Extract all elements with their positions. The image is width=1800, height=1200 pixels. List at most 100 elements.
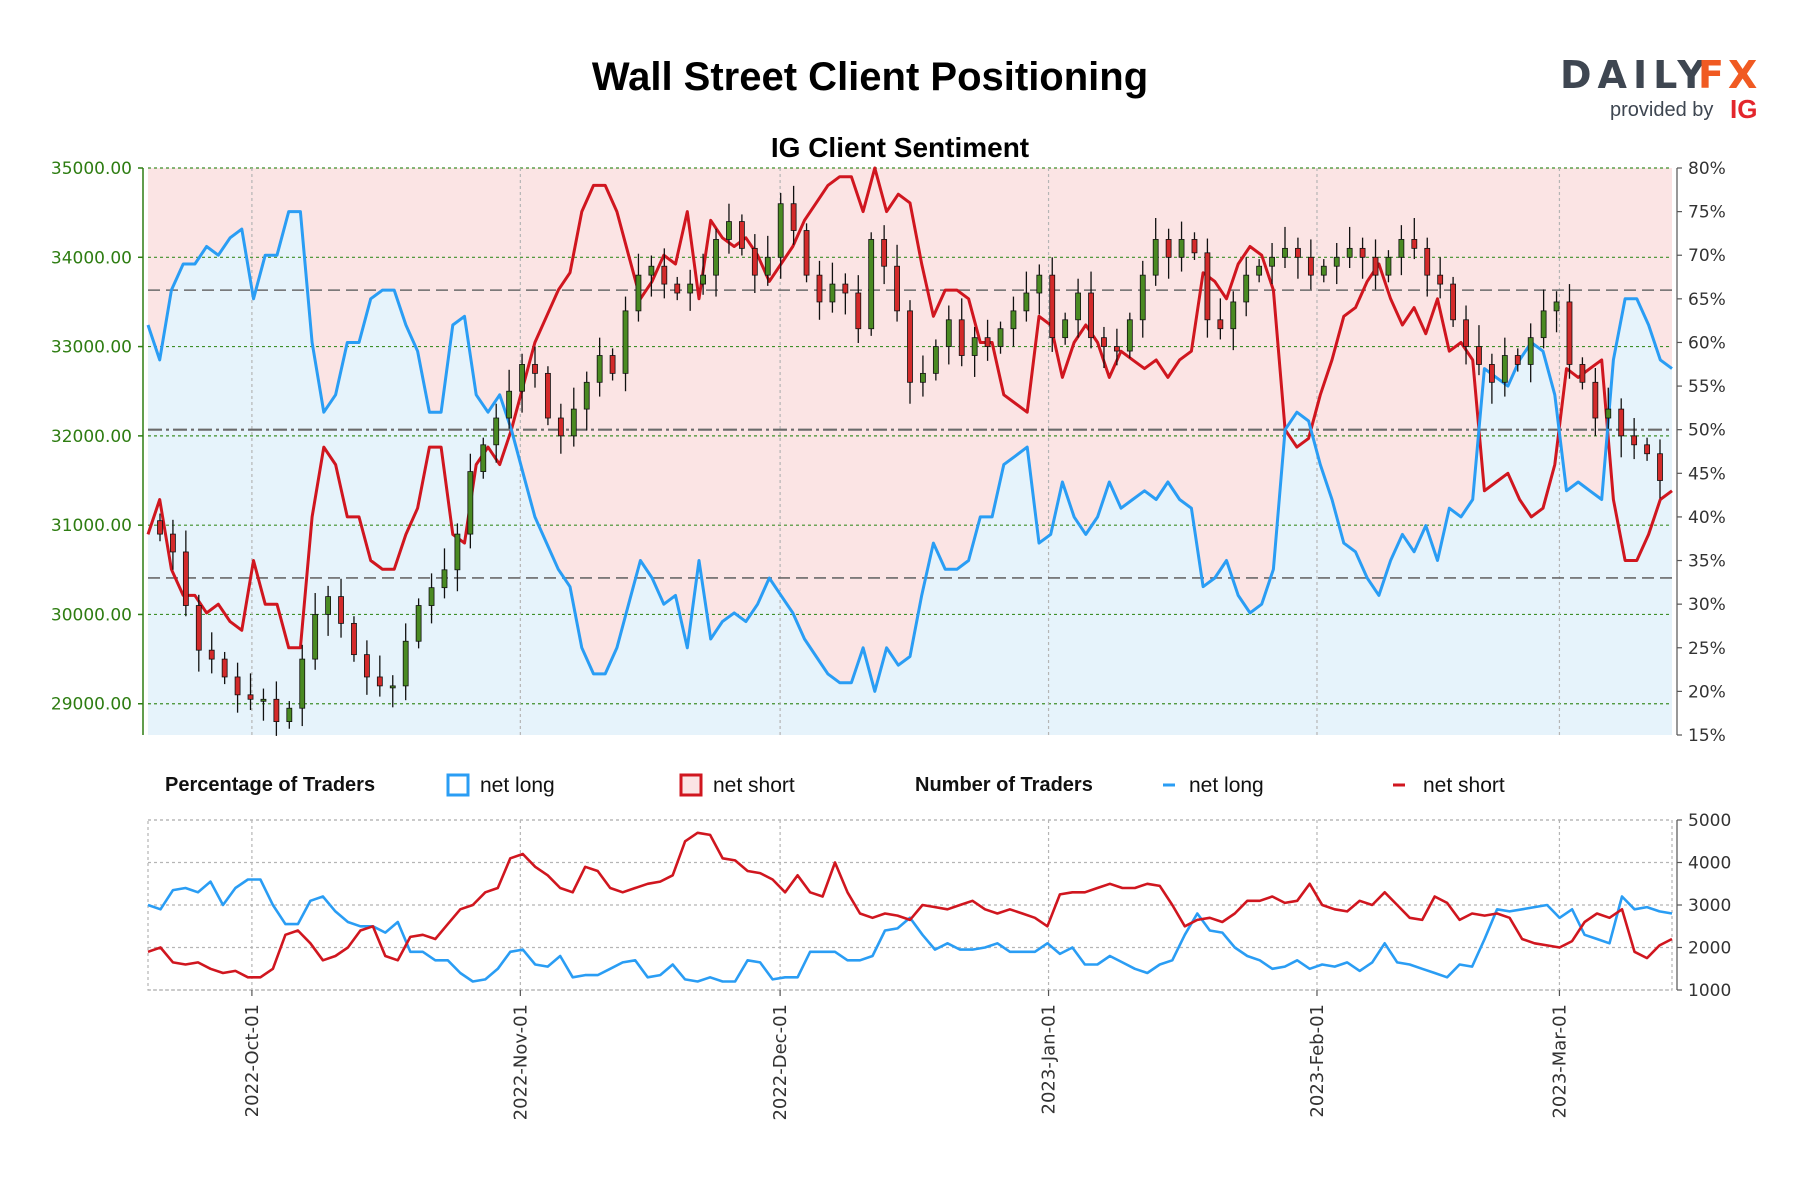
logo-ig: IG: [1730, 94, 1757, 124]
price-candle: [1437, 257, 1444, 299]
price-candle: [1566, 284, 1573, 379]
price-candle: [247, 673, 254, 710]
price-candle: [622, 296, 629, 392]
price-candle: [868, 232, 875, 336]
price-candle: [299, 644, 306, 727]
candle-body: [1437, 274, 1444, 285]
candle-body: [661, 265, 668, 285]
price-candle: [738, 214, 745, 256]
candle-body: [325, 596, 332, 615]
price-candle: [1579, 357, 1586, 390]
candle-body: [1463, 319, 1469, 347]
traders-plot-grid: [147, 819, 1673, 991]
price-candle: [519, 353, 525, 413]
logo-brand-daily: DAILY: [1560, 53, 1711, 97]
price-candle: [1010, 296, 1017, 347]
price-candle: [1307, 239, 1314, 290]
price-tick-label: 32000.00: [51, 427, 132, 447]
candle-body: [1514, 355, 1521, 365]
candle-body: [363, 654, 370, 678]
price-candle: [1333, 243, 1340, 285]
price-candle: [1618, 398, 1625, 458]
candle-body: [1230, 301, 1237, 330]
pct-tick-label: 20%: [1688, 682, 1726, 702]
price-candle: [1269, 243, 1275, 285]
price-candle: [454, 523, 461, 592]
price-candle: [402, 623, 409, 701]
candle-body: [648, 265, 655, 276]
legend-pct-net-short-swatch: [679, 773, 703, 797]
legend-pct-net-long-swatch: [446, 773, 470, 797]
candle-body: [958, 319, 965, 356]
candle-body: [1579, 364, 1586, 383]
candle-body: [1178, 239, 1185, 258]
candle-body: [803, 230, 810, 276]
candle-body: [376, 676, 383, 687]
price-candle: [1398, 225, 1405, 276]
price-candle: [1230, 291, 1237, 351]
candle-body: [286, 707, 293, 723]
net-short-count-line: [147, 831, 1673, 979]
pct-tick-label: 80%: [1688, 159, 1726, 179]
price-candle: [907, 300, 913, 404]
price-candle: [1501, 337, 1508, 397]
price-candle: [1036, 264, 1043, 315]
candle-body: [1346, 247, 1353, 258]
price-candle: [195, 594, 202, 672]
candle-body: [1359, 247, 1366, 258]
pct-tick-label: 65%: [1688, 290, 1726, 310]
candle-body: [273, 698, 280, 723]
price-candle: [1217, 298, 1224, 340]
price-candle: [325, 585, 332, 636]
price-candle: [441, 548, 448, 599]
candle-body: [674, 283, 681, 294]
pct-tick-label: 70%: [1688, 246, 1726, 266]
net-long-area: [148, 211, 1672, 736]
date-tick-label: 2023-Mar-01: [1549, 1004, 1570, 1119]
date-tick-label: 2023-Feb-01: [1307, 1004, 1328, 1118]
candle-body: [221, 658, 228, 678]
candle-body: [493, 417, 500, 446]
price-candle: [532, 346, 538, 388]
candle-body: [557, 417, 564, 437]
candle-body: [1010, 310, 1017, 330]
legend-number-title: Number of Traders: [915, 774, 1093, 796]
candle-body: [1269, 256, 1275, 267]
price-candle: [894, 244, 900, 322]
price-candle: [1191, 232, 1198, 260]
pct-tick-label: 30%: [1688, 595, 1726, 615]
price-candle: [1657, 439, 1663, 499]
price-candle: [157, 513, 163, 542]
price-candle: [1540, 289, 1547, 349]
price-candle: [1605, 387, 1612, 429]
price-candle: [506, 369, 513, 429]
price-candle: [971, 326, 978, 377]
candle-body: [415, 605, 422, 642]
candle-body: [570, 408, 577, 437]
legend-pct-net-long-label: net long: [480, 774, 555, 797]
traders-lines: [147, 831, 1673, 983]
chart-title: Wall Street Client Positioning: [592, 55, 1148, 99]
candle-body: [312, 614, 319, 660]
candle-body: [170, 533, 176, 553]
candle-body: [519, 364, 525, 392]
price-candle: [751, 234, 758, 294]
price-candle: [1256, 259, 1263, 283]
candle-body: [1036, 274, 1043, 294]
candle-body: [1243, 274, 1250, 303]
price-candle: [958, 298, 965, 367]
price-candle: [467, 453, 474, 549]
candle-body: [700, 274, 707, 285]
candle-body: [1333, 256, 1340, 267]
price-candle: [1514, 348, 1521, 372]
price-candle: [1320, 259, 1327, 283]
candle-body: [622, 310, 629, 374]
candle-body: [195, 605, 202, 651]
main-plot-background: [148, 168, 1672, 736]
candle-body: [1411, 239, 1418, 249]
price-candle: [1088, 271, 1094, 349]
price-tick-label: 29000.00: [51, 695, 132, 715]
candle-body: [1217, 319, 1224, 330]
price-candle: [609, 348, 616, 381]
candle-body: [480, 444, 487, 472]
